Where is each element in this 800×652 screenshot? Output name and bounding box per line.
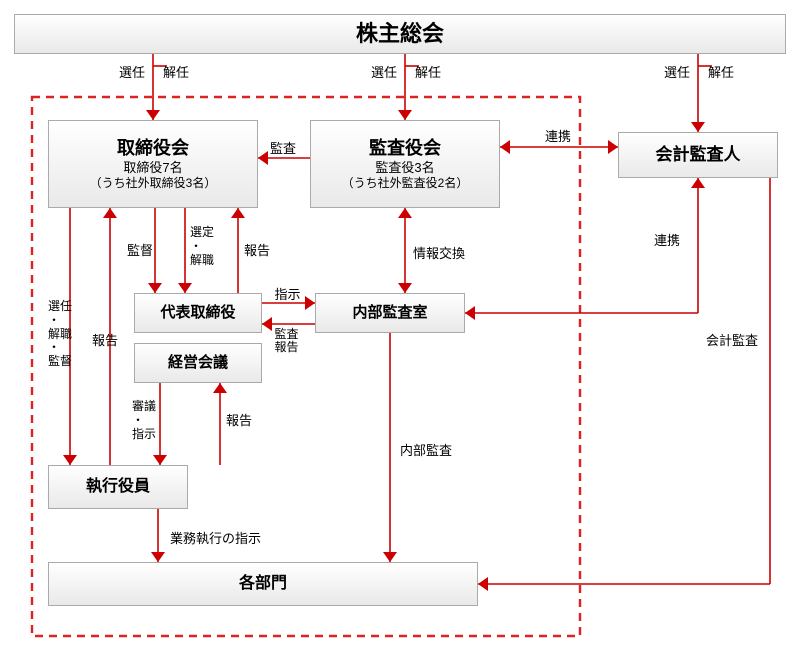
label-naibu_kansa: 内部監査 xyxy=(400,440,452,459)
node-ceo-title: 代表取締役 xyxy=(160,304,235,323)
node-accounting-title: 会計監査人 xyxy=(656,144,741,165)
node-internal: 内部監査室 xyxy=(315,293,465,333)
node-auditors-sub2: （うち社外監査役2名） xyxy=(342,176,469,191)
node-board-sub2: （うち社外取締役3名） xyxy=(90,176,217,191)
label-kansa_hokoku: 監査報告 xyxy=(275,328,299,354)
label-hokoku2: 報告 xyxy=(92,330,118,349)
node-board: 取締役会取締役7名（うち社外取締役3名） xyxy=(48,120,258,208)
label-senin1: 選任 xyxy=(119,62,145,81)
node-accounting: 会計監査人 xyxy=(618,132,778,178)
label-kaikei_kansa: 会計監査 xyxy=(706,330,758,349)
label-kansa: 監査 xyxy=(270,138,296,157)
node-auditors-title: 監査役会 xyxy=(369,137,441,160)
node-ceo: 代表取締役 xyxy=(134,293,262,333)
label-shiji: 指示 xyxy=(275,284,301,303)
node-board-sub: 取締役7名 xyxy=(123,160,182,176)
node-mgmt: 経営会議 xyxy=(134,343,262,383)
label-renkei2: 連携 xyxy=(654,230,680,249)
label-kainin2: 解任 xyxy=(415,62,441,81)
node-mgmt-title: 経営会議 xyxy=(168,354,228,373)
node-shareholders-title: 株主総会 xyxy=(356,20,444,48)
label-kainin3: 解任 xyxy=(708,62,734,81)
label-kainin1: 解任 xyxy=(163,62,189,81)
node-auditors-sub: 監査役3名 xyxy=(375,160,434,176)
label-senin2: 選任 xyxy=(371,62,397,81)
node-depts-title: 各部門 xyxy=(239,574,287,594)
node-exec: 執行役員 xyxy=(48,465,188,509)
label-senin3: 選任 xyxy=(664,62,690,81)
label-johokokan: 情報交換 xyxy=(413,243,465,262)
node-exec-title: 執行役員 xyxy=(86,477,150,497)
node-depts: 各部門 xyxy=(48,562,478,606)
label-hokoku3: 報告 xyxy=(226,410,252,429)
node-board-title: 取締役会 xyxy=(117,137,189,160)
label-shingi_shiji: 審議・指示 xyxy=(132,400,156,441)
label-hokoku1: 報告 xyxy=(244,240,270,259)
label-senin_kaishoku_kantoku: 選任・解職・監督 xyxy=(48,300,72,369)
node-internal-title: 内部監査室 xyxy=(352,304,427,323)
node-auditors: 監査役会監査役3名（うち社外監査役2名） xyxy=(310,120,500,208)
diagram-stage: 株主総会取締役会取締役7名（うち社外取締役3名） 監査役会監査役3名（うち社外監査… xyxy=(0,0,800,652)
label-sentei_kaishoku: 選定・解職 xyxy=(190,226,214,267)
label-gyomu_shiji: 業務執行の指示 xyxy=(170,528,261,547)
label-renkei1: 連携 xyxy=(545,126,571,145)
node-shareholders: 株主総会 xyxy=(14,14,786,54)
label-kantoku: 監督 xyxy=(127,240,153,259)
